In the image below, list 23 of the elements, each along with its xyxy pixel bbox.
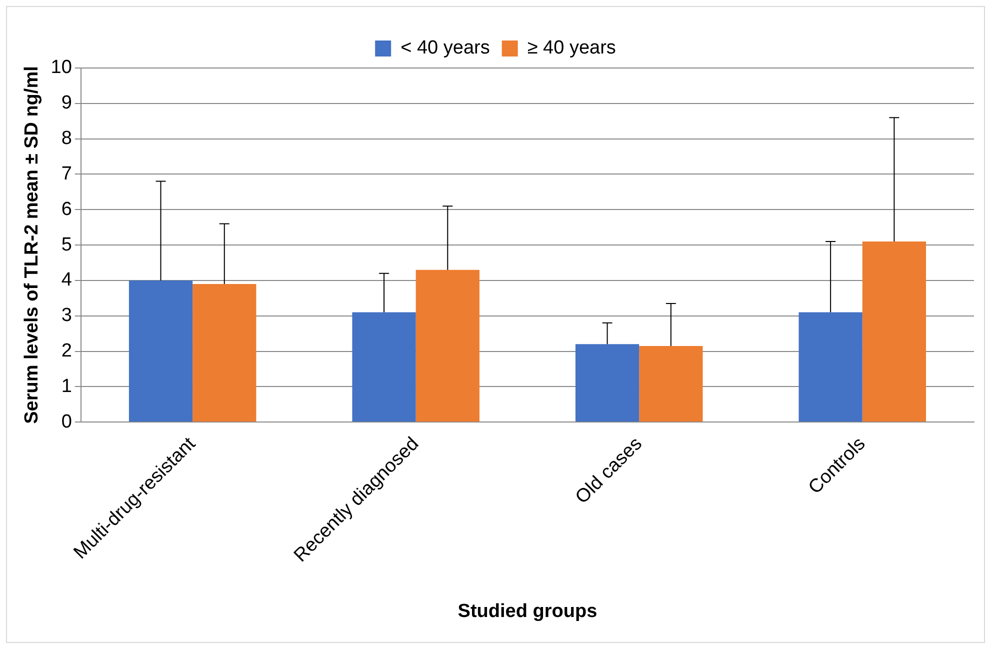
y-tick-label: 8 <box>61 128 72 150</box>
bar <box>639 346 703 422</box>
y-tick-label: 1 <box>61 376 72 397</box>
y-tick-label: 0 <box>61 411 72 432</box>
y-tick-label: 10 <box>50 57 72 78</box>
y-axis-title: Serum levels of TLR-2 mean ± SD ng/ml <box>22 66 43 424</box>
legend-label: < 40 years <box>400 38 490 59</box>
y-tick-label: 3 <box>61 305 72 326</box>
y-tick-label: 2 <box>61 340 72 362</box>
legend-label: ≥ 40 years <box>527 38 616 59</box>
bar <box>416 270 480 422</box>
bar <box>192 284 256 422</box>
y-tick-label: 6 <box>61 198 72 220</box>
bar <box>575 344 640 422</box>
x-axis-title: Studied groups <box>458 600 598 622</box>
y-tick-label: 7 <box>61 163 72 184</box>
bar <box>352 312 416 422</box>
bar <box>798 312 862 422</box>
bar <box>862 241 926 422</box>
bar <box>128 280 193 422</box>
y-tick-label: 9 <box>61 92 72 114</box>
y-tick-label: 4 <box>61 270 72 291</box>
y-tick-label: 5 <box>61 234 72 256</box>
